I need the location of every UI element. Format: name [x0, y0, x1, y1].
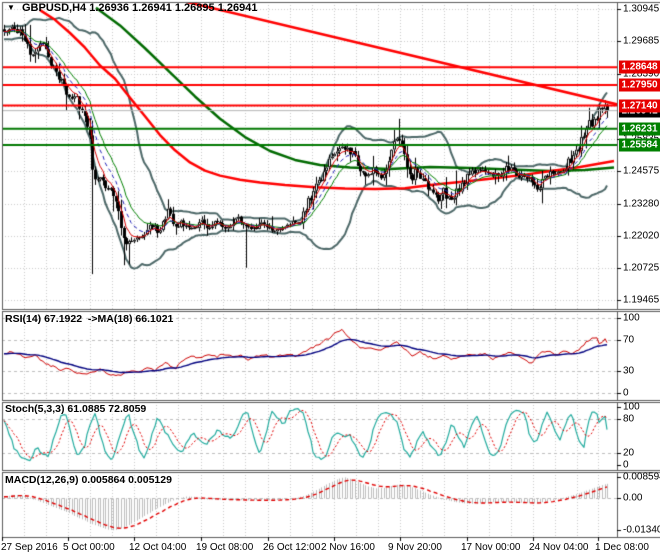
chart-canvas[interactable]	[0, 0, 660, 560]
trading-chart-window: ▼ GBPUSD,H4 1.26936 1.26941 1.26895 1.26…	[0, 0, 660, 560]
